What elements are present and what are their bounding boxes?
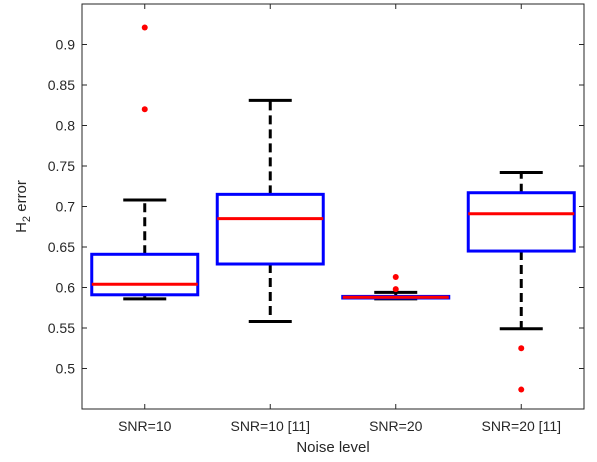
plot-area — [90, 24, 576, 393]
box-group — [215, 98, 325, 324]
box-group — [90, 24, 200, 301]
x-axis-label: Noise level — [296, 439, 369, 456]
y-axis-label-suffix: error — [13, 180, 30, 216]
x-tick-label: SNR=20 [11] — [481, 418, 561, 434]
axes-frame — [81, 3, 585, 410]
y-tick-label: 0.8 — [56, 118, 76, 134]
y-axis: 0.5 0.55 0.6 0.65 0.7 0.75 0.8 0.85 0.9 — [48, 37, 584, 377]
outlier-point — [141, 106, 148, 113]
y-tick-label: 0.7 — [56, 199, 76, 215]
outlier-point — [392, 273, 399, 280]
y-tick-label: 0.85 — [48, 77, 75, 93]
outlier-point — [518, 386, 525, 393]
y-tick-label: 0.6 — [56, 280, 76, 296]
outlier-point — [518, 345, 525, 352]
box — [215, 192, 325, 266]
x-tick-label: SNR=20 — [369, 418, 423, 434]
y-tick-label: 0.65 — [48, 239, 75, 255]
box — [90, 252, 200, 297]
y-axis-label-subscript: 2 — [21, 216, 33, 222]
y-axis-label-main: H — [13, 222, 30, 233]
outlier-point — [392, 286, 399, 293]
y-tick-label: 0.9 — [56, 37, 76, 53]
x-axis: SNR=10 SNR=10 [11] SNR=20 SNR=20 [11] — [118, 4, 561, 434]
y-axis-label: H2 error — [13, 180, 33, 233]
outlier-point — [141, 24, 148, 31]
x-tick-label: SNR=10 [11] — [230, 418, 310, 434]
x-tick-label: SNR=10 — [118, 418, 172, 434]
y-tick-label: 0.55 — [48, 320, 75, 336]
box — [466, 191, 576, 253]
y-tick-label: 0.5 — [56, 361, 76, 377]
box-group — [341, 273, 451, 301]
box-group — [466, 170, 576, 393]
y-tick-label: 0.75 — [48, 158, 75, 174]
